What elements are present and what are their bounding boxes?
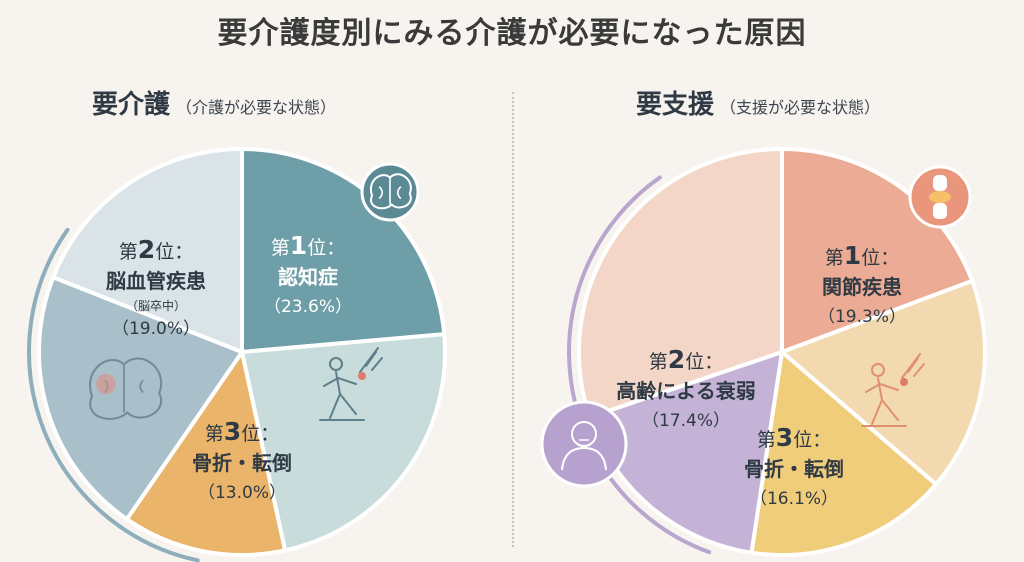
fall-icon <box>861 353 925 427</box>
joint-icon <box>908 165 972 229</box>
brain-icon <box>360 162 420 222</box>
pie-slice <box>50 146 244 355</box>
slice-rank: 第2位： <box>119 235 193 264</box>
slice-rank: 第3位： <box>205 417 279 446</box>
slice-label: 認知症 <box>278 265 338 289</box>
decor-arc <box>567 175 712 555</box>
support-chart-subtitle: （支援が必要な状態） <box>720 98 881 117</box>
brain-icon <box>89 357 163 420</box>
slice-value: （19.0%） <box>112 319 200 339</box>
decor-arc <box>27 227 200 562</box>
pie-slice <box>749 348 939 557</box>
panel-divider <box>512 92 514 547</box>
care-pie: 第1位： 認知症 （23.6%） 第3位： 骨折・転倒 （13.0%） 第2位： 脳血管疾患 （… <box>27 146 447 562</box>
slice-label: 高齢による衰弱 <box>616 379 755 403</box>
care-chart-title: 要介護 <box>92 90 171 120</box>
elderly-icon <box>540 400 628 488</box>
care-chart-subtitle: （介護が必要な状態） <box>176 98 337 117</box>
slice-label: 関節疾患 <box>822 275 902 299</box>
slice-rank: 第1位： <box>825 241 899 270</box>
slice-value: （17.4%） <box>642 411 730 431</box>
slice-value: （19.3%） <box>818 307 906 327</box>
slice-value: （13.0%） <box>198 483 286 503</box>
support-chart-header: 要支援 （支援が必要な状態） <box>636 84 880 121</box>
slice-rank: 第1位： <box>271 231 345 260</box>
slice-label: 脳血管疾患 <box>105 269 206 293</box>
slice-rank: 第2位： <box>649 345 723 374</box>
pie-slice <box>37 274 246 522</box>
slice-value: （23.6%） <box>264 297 352 317</box>
slice-note: （脳卒中） <box>126 298 186 313</box>
pie-slice <box>577 146 784 420</box>
fall-icon <box>319 347 383 421</box>
slice-label: 骨折・転倒 <box>744 457 844 481</box>
slice-label: 骨折・転倒 <box>192 451 292 475</box>
slice-rank: 第3位： <box>757 423 831 452</box>
pie-slice <box>239 331 447 553</box>
pie-slice <box>124 347 288 557</box>
support-chart-title: 要支援 <box>636 90 715 120</box>
care-chart-header: 要介護 （介護が必要な状態） <box>92 84 336 121</box>
slice-value: （16.1%） <box>750 489 838 509</box>
support-pie: 第1位： 関節疾患 （19.3%） 第3位： 骨折・転倒 （16.1%） 第2位： 高齢による… <box>567 146 987 557</box>
pie-slice <box>778 278 987 488</box>
pie-slice <box>780 146 975 355</box>
page-title: 要介護度別にみる介護が必要になった原因 <box>217 16 807 51</box>
